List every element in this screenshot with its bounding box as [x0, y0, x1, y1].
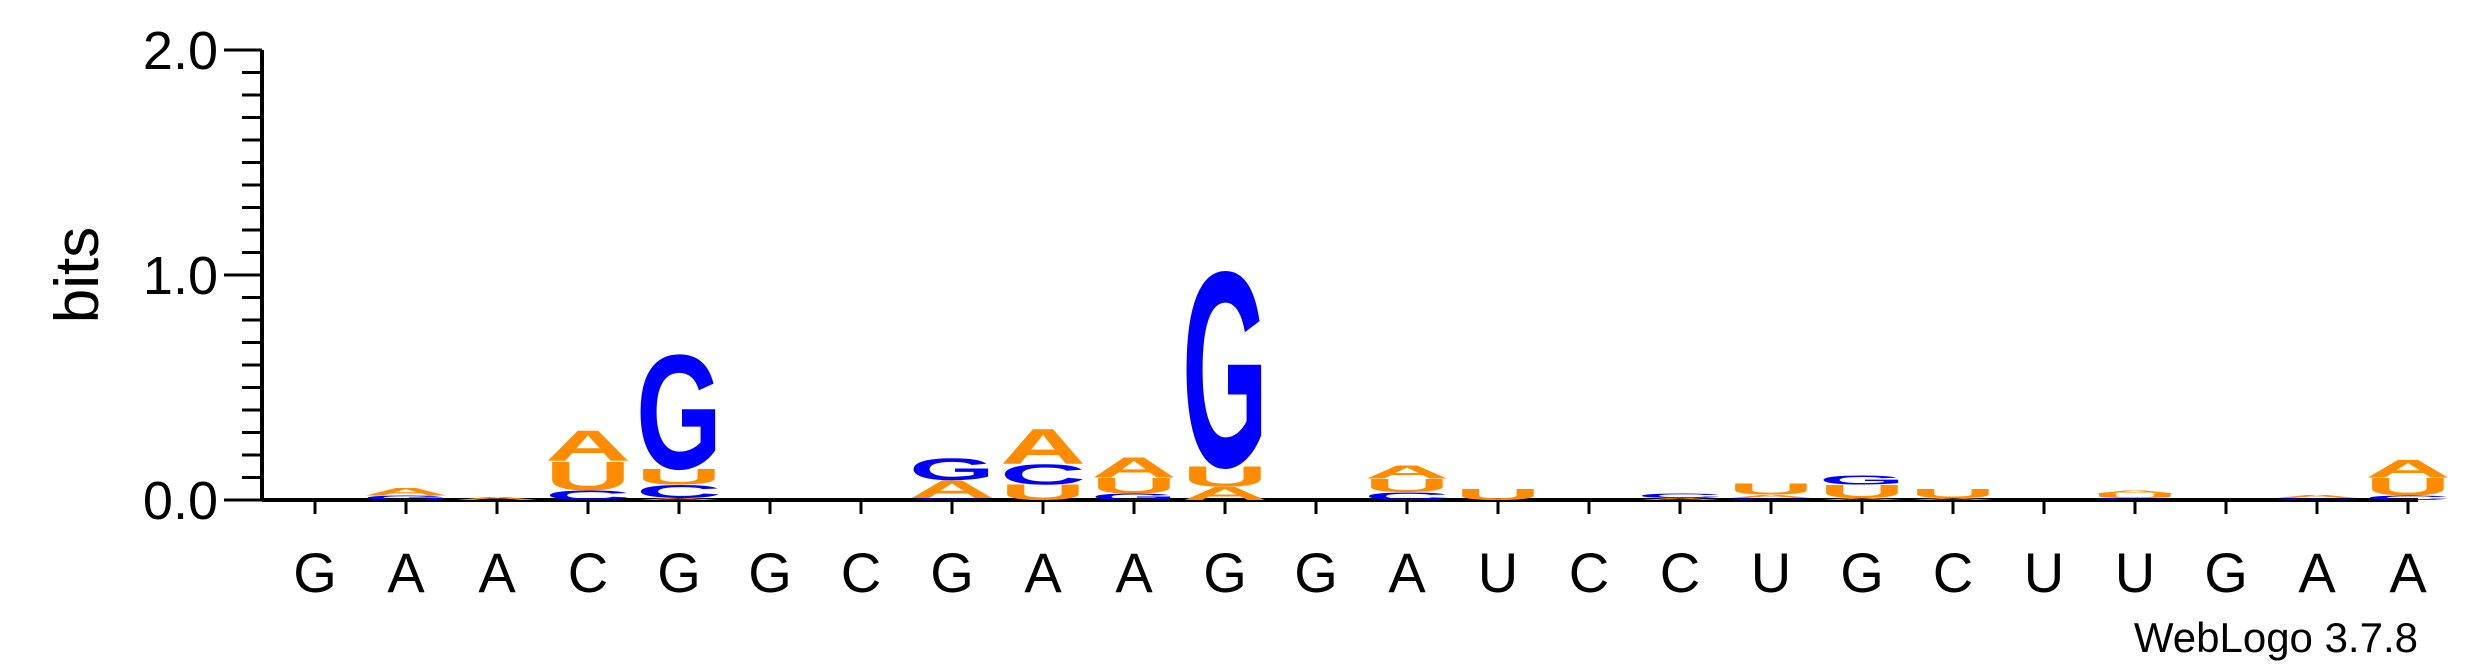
x-tick-label: G [1294, 541, 1338, 604]
x-tick-label: A [2298, 541, 2336, 604]
x-tick-label: G [1203, 541, 1247, 604]
logo-letter-g: G [363, 494, 449, 501]
y-tick-label: 2.0 [143, 21, 218, 81]
y-axis-label: bits [43, 227, 112, 323]
x-tick-label: G [657, 541, 701, 604]
logo-letter-g: G [1091, 491, 1177, 502]
logo-letter-c: C [1728, 497, 1814, 501]
logo-letter-c: C [1637, 492, 1723, 499]
logo-letter-a: A [454, 496, 540, 501]
logo-letter-c: C [1364, 490, 1450, 502]
logo-letter-u: U [1819, 481, 1905, 502]
logo-letter-a: A [1091, 452, 1177, 483]
x-tick-label: A [478, 541, 516, 604]
x-tick-label: A [1388, 541, 1426, 604]
y-ticks: 0.0 1.0 2.0 [143, 21, 262, 531]
x-tick-label: U [1478, 541, 1518, 604]
logo-letter-u: U [1182, 461, 1268, 492]
logo-letter-a: A [2274, 494, 2360, 499]
logo-letter-a: A [909, 475, 995, 503]
logo-letter-u: U [2365, 473, 2451, 501]
x-tick-label: C [1569, 541, 1609, 604]
logo-letter-a: A [1819, 497, 1905, 501]
logo-letter-u: U [1728, 480, 1814, 498]
logo-letter-c: C [636, 481, 722, 502]
logo-letter-a: A [1910, 497, 1996, 501]
x-tick-label: A [1115, 541, 1153, 604]
logo-letter-a: A [545, 421, 631, 470]
logo-letter-a: A [363, 485, 449, 497]
weblogo-credit: WebLogo 3.7.8 [2134, 614, 2418, 661]
logo-letter-a: A [2365, 455, 2451, 483]
x-tick-label: U [1751, 541, 1791, 604]
logo-letter-c: C [2274, 497, 2360, 501]
x-tick-label: C [568, 541, 608, 604]
x-tick-label: A [1024, 541, 1062, 604]
x-tick-label: A [387, 541, 425, 604]
x-tick-label: A [2389, 541, 2427, 604]
y-tick-label: 1.0 [143, 246, 218, 306]
logo-letter-g: G [1182, 215, 1268, 527]
x-tick-label: C [1933, 541, 1973, 604]
x-tick-label: G [748, 541, 792, 604]
logo-letter-c: C [2365, 494, 2451, 501]
x-tick-label: G [1840, 541, 1884, 604]
logo-letter-g: G [636, 321, 722, 504]
logo-letter-a: A [636, 497, 722, 501]
y-tick-label: 0.0 [143, 471, 218, 531]
logo-letter-c: C [909, 497, 995, 501]
logo-letter-g: G [909, 452, 995, 487]
logo-letter-a: A [1000, 419, 1086, 475]
logo-letter-a: A [1728, 494, 1814, 499]
logo-letter-u: U [1910, 486, 1996, 500]
x-tick-label: U [2115, 541, 2155, 604]
logo-letter-a: A [1364, 462, 1450, 483]
logo-letter-u: U [545, 453, 631, 499]
x-tick-label: C [841, 541, 881, 604]
logo-letter-a: A [2092, 489, 2178, 494]
x-tick-label: G [930, 541, 974, 604]
logo-letter-c: C [1000, 459, 1086, 490]
logo-letter-c: C [2092, 497, 2178, 501]
logo-letter-u: U [1364, 475, 1450, 496]
x-tick-label: C [1660, 541, 1700, 604]
logo-letter-u: U [2092, 492, 2178, 499]
x-tick-label: U [2024, 541, 2064, 604]
logo-letter-a: A [1637, 497, 1723, 501]
x-tick-label: G [293, 541, 337, 604]
logo-letter-u: U [1091, 473, 1177, 498]
logo-letter-u: U [636, 464, 722, 489]
logo-letter-g: G [1819, 473, 1905, 487]
logo-letter-u: U [1455, 486, 1541, 504]
logo-letter-c: C [545, 487, 631, 503]
logo-letter-a: A [1182, 483, 1268, 504]
x-tick-label: G [2204, 541, 2248, 604]
